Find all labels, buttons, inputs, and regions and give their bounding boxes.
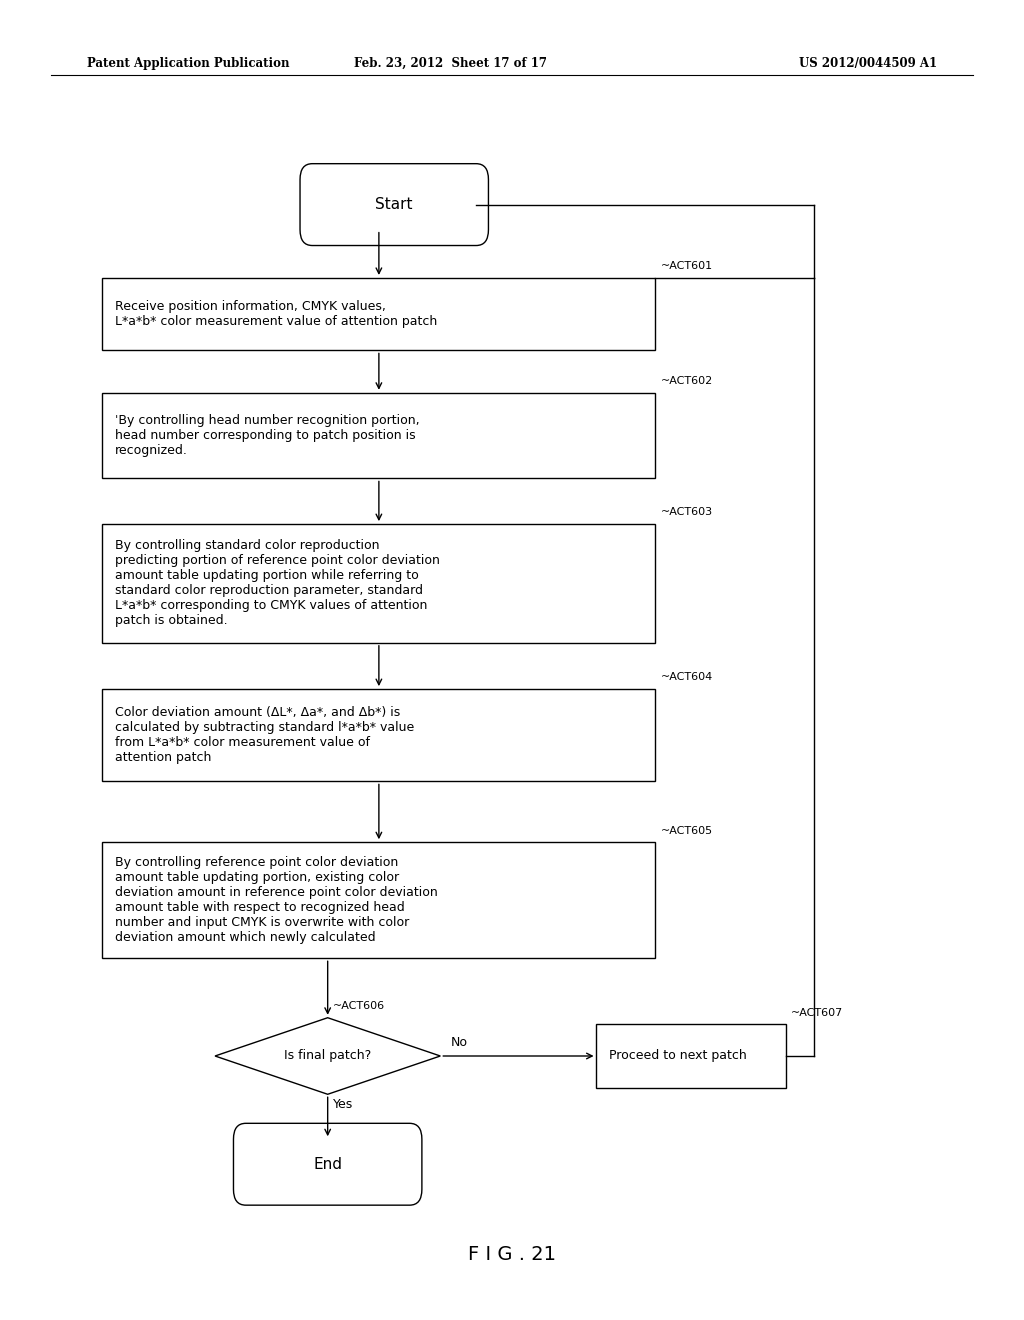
Text: Yes: Yes [333, 1098, 353, 1111]
Text: Color deviation amount (ΔL*, Δa*, and Δb*) is
calculated by subtracting standard: Color deviation amount (ΔL*, Δa*, and Δb… [115, 706, 414, 764]
Text: F I G . 21: F I G . 21 [468, 1245, 556, 1263]
Text: ~ACT602: ~ACT602 [660, 376, 713, 385]
Text: Receive position information, CMYK values,
L*a*b* color measurement value of att: Receive position information, CMYK value… [115, 300, 437, 329]
Text: Feb. 23, 2012  Sheet 17 of 17: Feb. 23, 2012 Sheet 17 of 17 [354, 57, 547, 70]
FancyBboxPatch shape [233, 1123, 422, 1205]
Bar [596, 1024, 786, 1088]
Text: Is final patch?: Is final patch? [284, 1049, 372, 1063]
Text: ~ACT605: ~ACT605 [660, 825, 713, 836]
Polygon shape [215, 1018, 440, 1094]
Text: Proceed to next patch: Proceed to next patch [608, 1049, 746, 1063]
Text: ~ACT604: ~ACT604 [660, 672, 713, 682]
Text: By controlling standard color reproduction
predicting portion of reference point: By controlling standard color reproducti… [115, 540, 439, 627]
Text: ˈBy controlling head number recognition portion,
head number corresponding to pa: ˈBy controlling head number recognition … [115, 414, 419, 457]
Bar [102, 524, 655, 643]
Text: Patent Application Publication: Patent Application Publication [87, 57, 290, 70]
Text: End: End [313, 1156, 342, 1172]
Bar [102, 842, 655, 958]
Text: Start: Start [376, 197, 413, 213]
Bar [102, 689, 655, 781]
Text: By controlling reference point color deviation
amount table updating portion, ex: By controlling reference point color dev… [115, 857, 437, 944]
Text: ~ACT606: ~ACT606 [333, 1001, 385, 1011]
Text: No: No [451, 1036, 468, 1049]
FancyBboxPatch shape [300, 164, 488, 246]
Text: ~ACT607: ~ACT607 [792, 1007, 844, 1018]
Bar [102, 392, 655, 478]
Bar [102, 277, 655, 350]
Text: ~ACT603: ~ACT603 [660, 507, 713, 517]
Text: US 2012/0044509 A1: US 2012/0044509 A1 [799, 57, 937, 70]
Text: ~ACT601: ~ACT601 [660, 261, 713, 272]
